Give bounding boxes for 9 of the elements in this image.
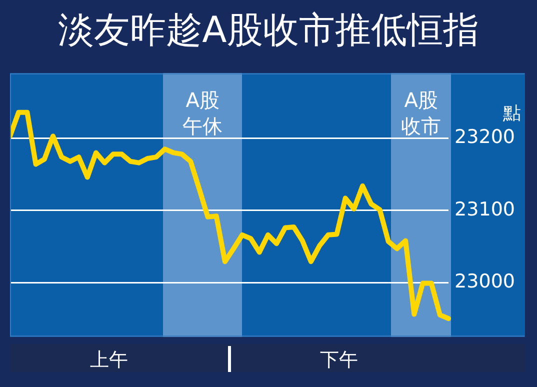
text: 上午 [90,348,128,373]
text: 下午 [320,348,358,373]
chart-title: 淡友昨趁A股收市推低恒指 [57,9,480,53]
y-axis-title: 點 [503,102,521,126]
y-tick-label: 23100 [454,198,516,220]
y-tick-label: 23200 [454,126,516,148]
annotation: A股午休 [182,87,224,140]
annotation: A股收市 [400,87,442,140]
y-tick-label: 23000 [454,270,516,292]
